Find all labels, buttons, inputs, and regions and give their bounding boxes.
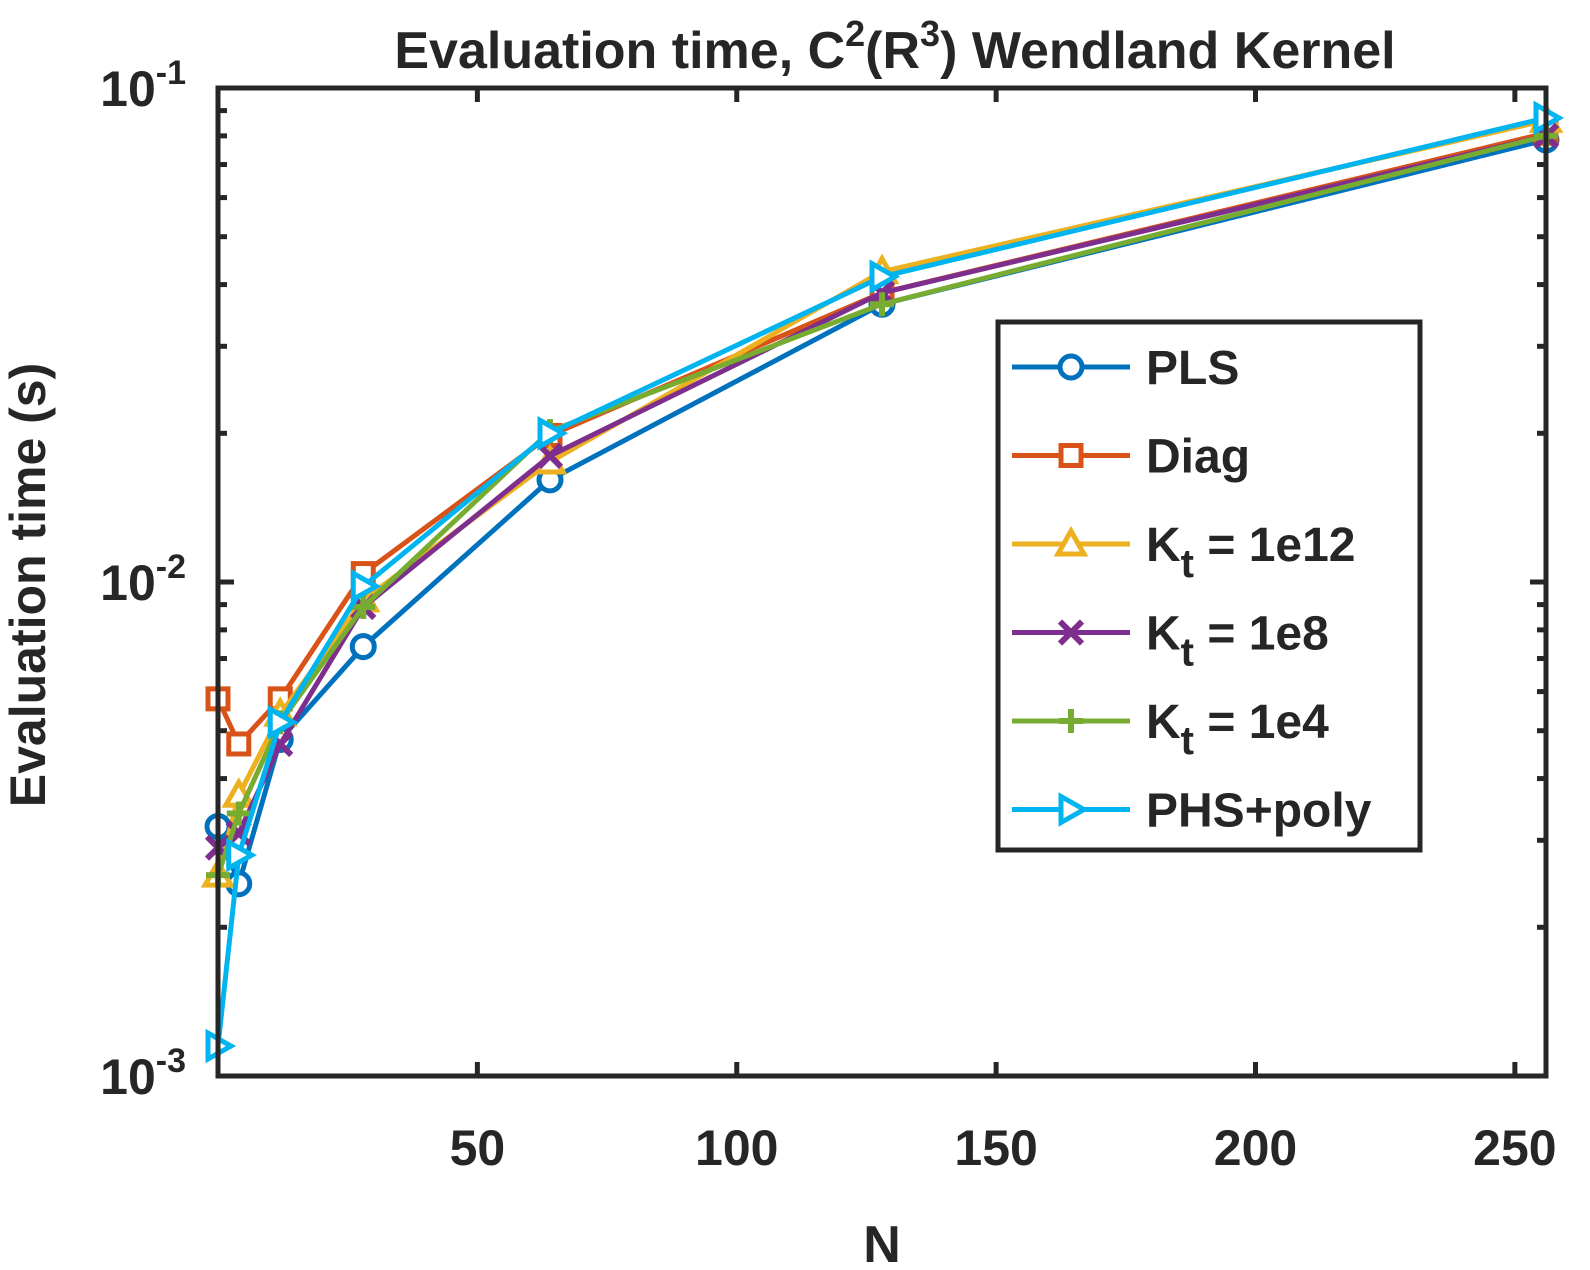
y-tick-labels: 10-3 10-2 10-1 — [100, 54, 186, 1105]
data-point — [267, 705, 299, 740]
legend-marker — [1058, 792, 1090, 827]
y-axis-label: Evaluation time (s) — [0, 363, 56, 808]
data-point — [351, 595, 376, 620]
data-point — [349, 633, 377, 661]
y-tick-label: 10-2 — [100, 548, 186, 611]
data-point — [226, 801, 251, 826]
legend-entry: PLS — [1012, 342, 1239, 395]
legend-entry: Kt = 1e12 — [1012, 519, 1355, 586]
data-point — [870, 292, 894, 317]
legend-label: PHS+poly — [1146, 785, 1372, 838]
legend-entry: Kt = 1e4 — [1012, 696, 1329, 763]
x-tick-label: 100 — [695, 1120, 778, 1176]
legend-label: Kt = 1e12 — [1146, 519, 1355, 586]
x-tick-label: 250 — [1473, 1120, 1556, 1176]
x-axis-label: N — [863, 1216, 901, 1270]
legend-marker — [1053, 525, 1089, 557]
legend-entry: Kt = 1e8 — [1012, 608, 1329, 675]
legend-entry: Diag — [1012, 431, 1250, 484]
legend-label: Diag — [1146, 431, 1250, 484]
legend-marker — [1059, 709, 1083, 733]
series-5 — [205, 100, 1565, 1064]
legend-entry: PHS+poly — [1012, 785, 1372, 838]
legend-label: Kt = 1e8 — [1146, 608, 1329, 675]
plot-frame — [215, 85, 1549, 1079]
legend-label: PLS — [1146, 342, 1239, 395]
y-tick-label: 10-1 — [100, 54, 186, 117]
data-point — [537, 416, 569, 451]
legend-marker — [1058, 443, 1084, 468]
y-tick-label: 10-3 — [100, 1042, 186, 1105]
x-tick-label: 50 — [450, 1120, 506, 1176]
legend-marker — [1057, 353, 1085, 381]
chart-title: Evaluation time, C2(R3) Wendland Kernel — [394, 13, 1395, 80]
x-tick-label: 200 — [1214, 1120, 1297, 1176]
data-point — [536, 442, 564, 470]
x-tick-labels: 50 100 150 200 250 — [450, 1120, 1557, 1176]
data-point — [869, 259, 901, 294]
legend-marker — [1057, 619, 1085, 646]
data-point — [350, 569, 382, 604]
plot-series — [200, 100, 1565, 1064]
x-tick-label: 150 — [954, 1120, 1037, 1176]
legend-box — [995, 319, 1423, 853]
data-point — [226, 731, 252, 757]
legend: PLS Diag Kt = 1e12 Kt = 1e8 Kt = 1e4 PHS+poly — [995, 319, 1423, 853]
data-point — [226, 837, 257, 873]
legend-label: Kt = 1e4 — [1146, 696, 1329, 763]
